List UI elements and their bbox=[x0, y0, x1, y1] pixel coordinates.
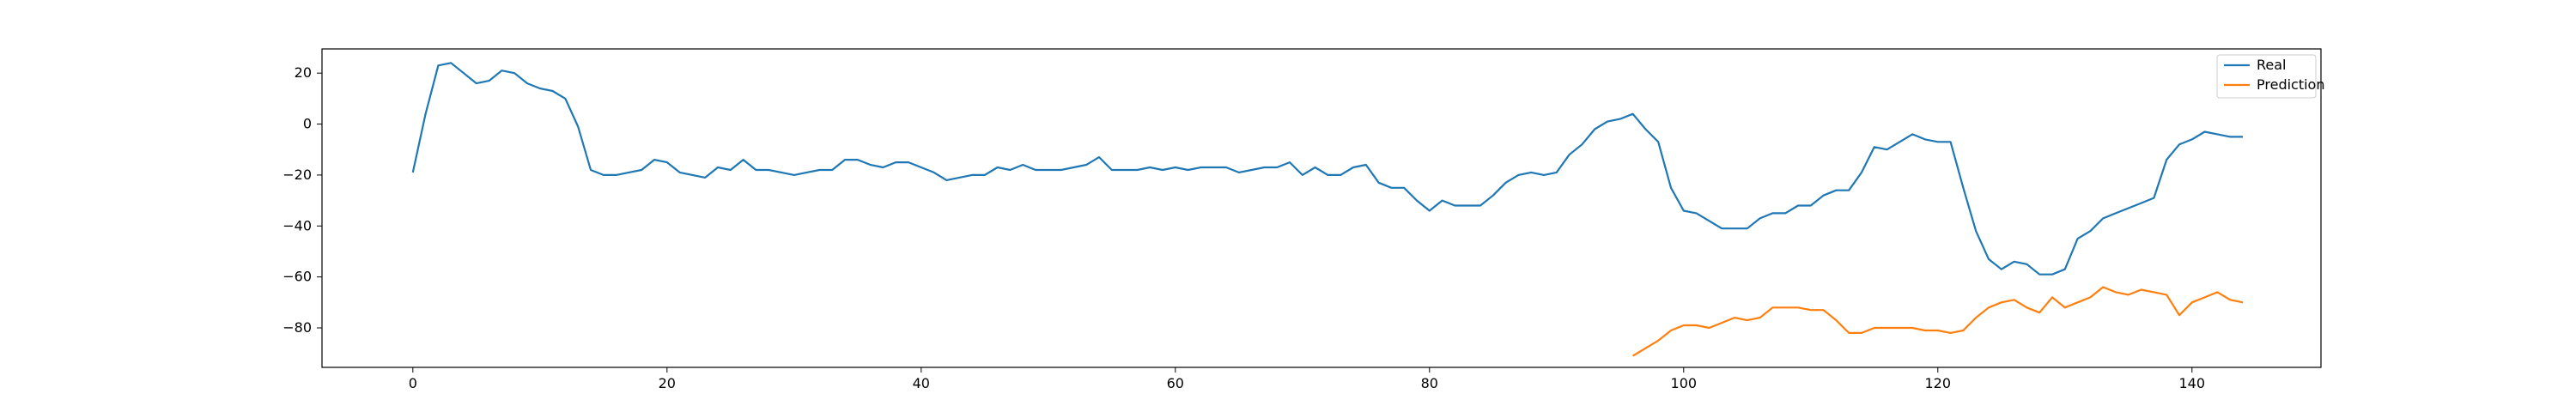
x-tick-label: 120 bbox=[1925, 375, 1952, 391]
x-tick-label: 20 bbox=[659, 375, 676, 391]
legend-label-real: Real bbox=[2257, 57, 2287, 73]
legend: Real Prediction bbox=[2216, 54, 2324, 99]
y-tick-label: −80 bbox=[283, 319, 312, 336]
series-line-real bbox=[411, 62, 2243, 276]
x-tick-label: 0 bbox=[409, 375, 417, 391]
plot-frame bbox=[321, 48, 2322, 368]
series-lines bbox=[411, 62, 2244, 357]
x-tick-label: 60 bbox=[1167, 375, 1184, 391]
x-tick-label: 40 bbox=[913, 375, 930, 391]
y-tick-label: −40 bbox=[283, 217, 312, 233]
x-tick-labels: 0 20 40 60 80 100 120 140 bbox=[409, 367, 2205, 391]
legend-label-prediction: Prediction bbox=[2257, 76, 2324, 93]
y-tick-label: 0 bbox=[303, 116, 312, 132]
x-tick-label: 140 bbox=[2179, 375, 2206, 391]
y-tick-labels: 20 0 −20 −40 −60 −80 bbox=[283, 64, 322, 336]
y-tick-label: 20 bbox=[295, 64, 312, 81]
y-tick-label: −60 bbox=[283, 269, 312, 285]
x-tick-label: 100 bbox=[1671, 375, 1698, 391]
y-tick-label: −20 bbox=[283, 167, 312, 183]
x-tick-label: 80 bbox=[1421, 375, 1438, 391]
series-line-prediction bbox=[1632, 286, 2244, 357]
